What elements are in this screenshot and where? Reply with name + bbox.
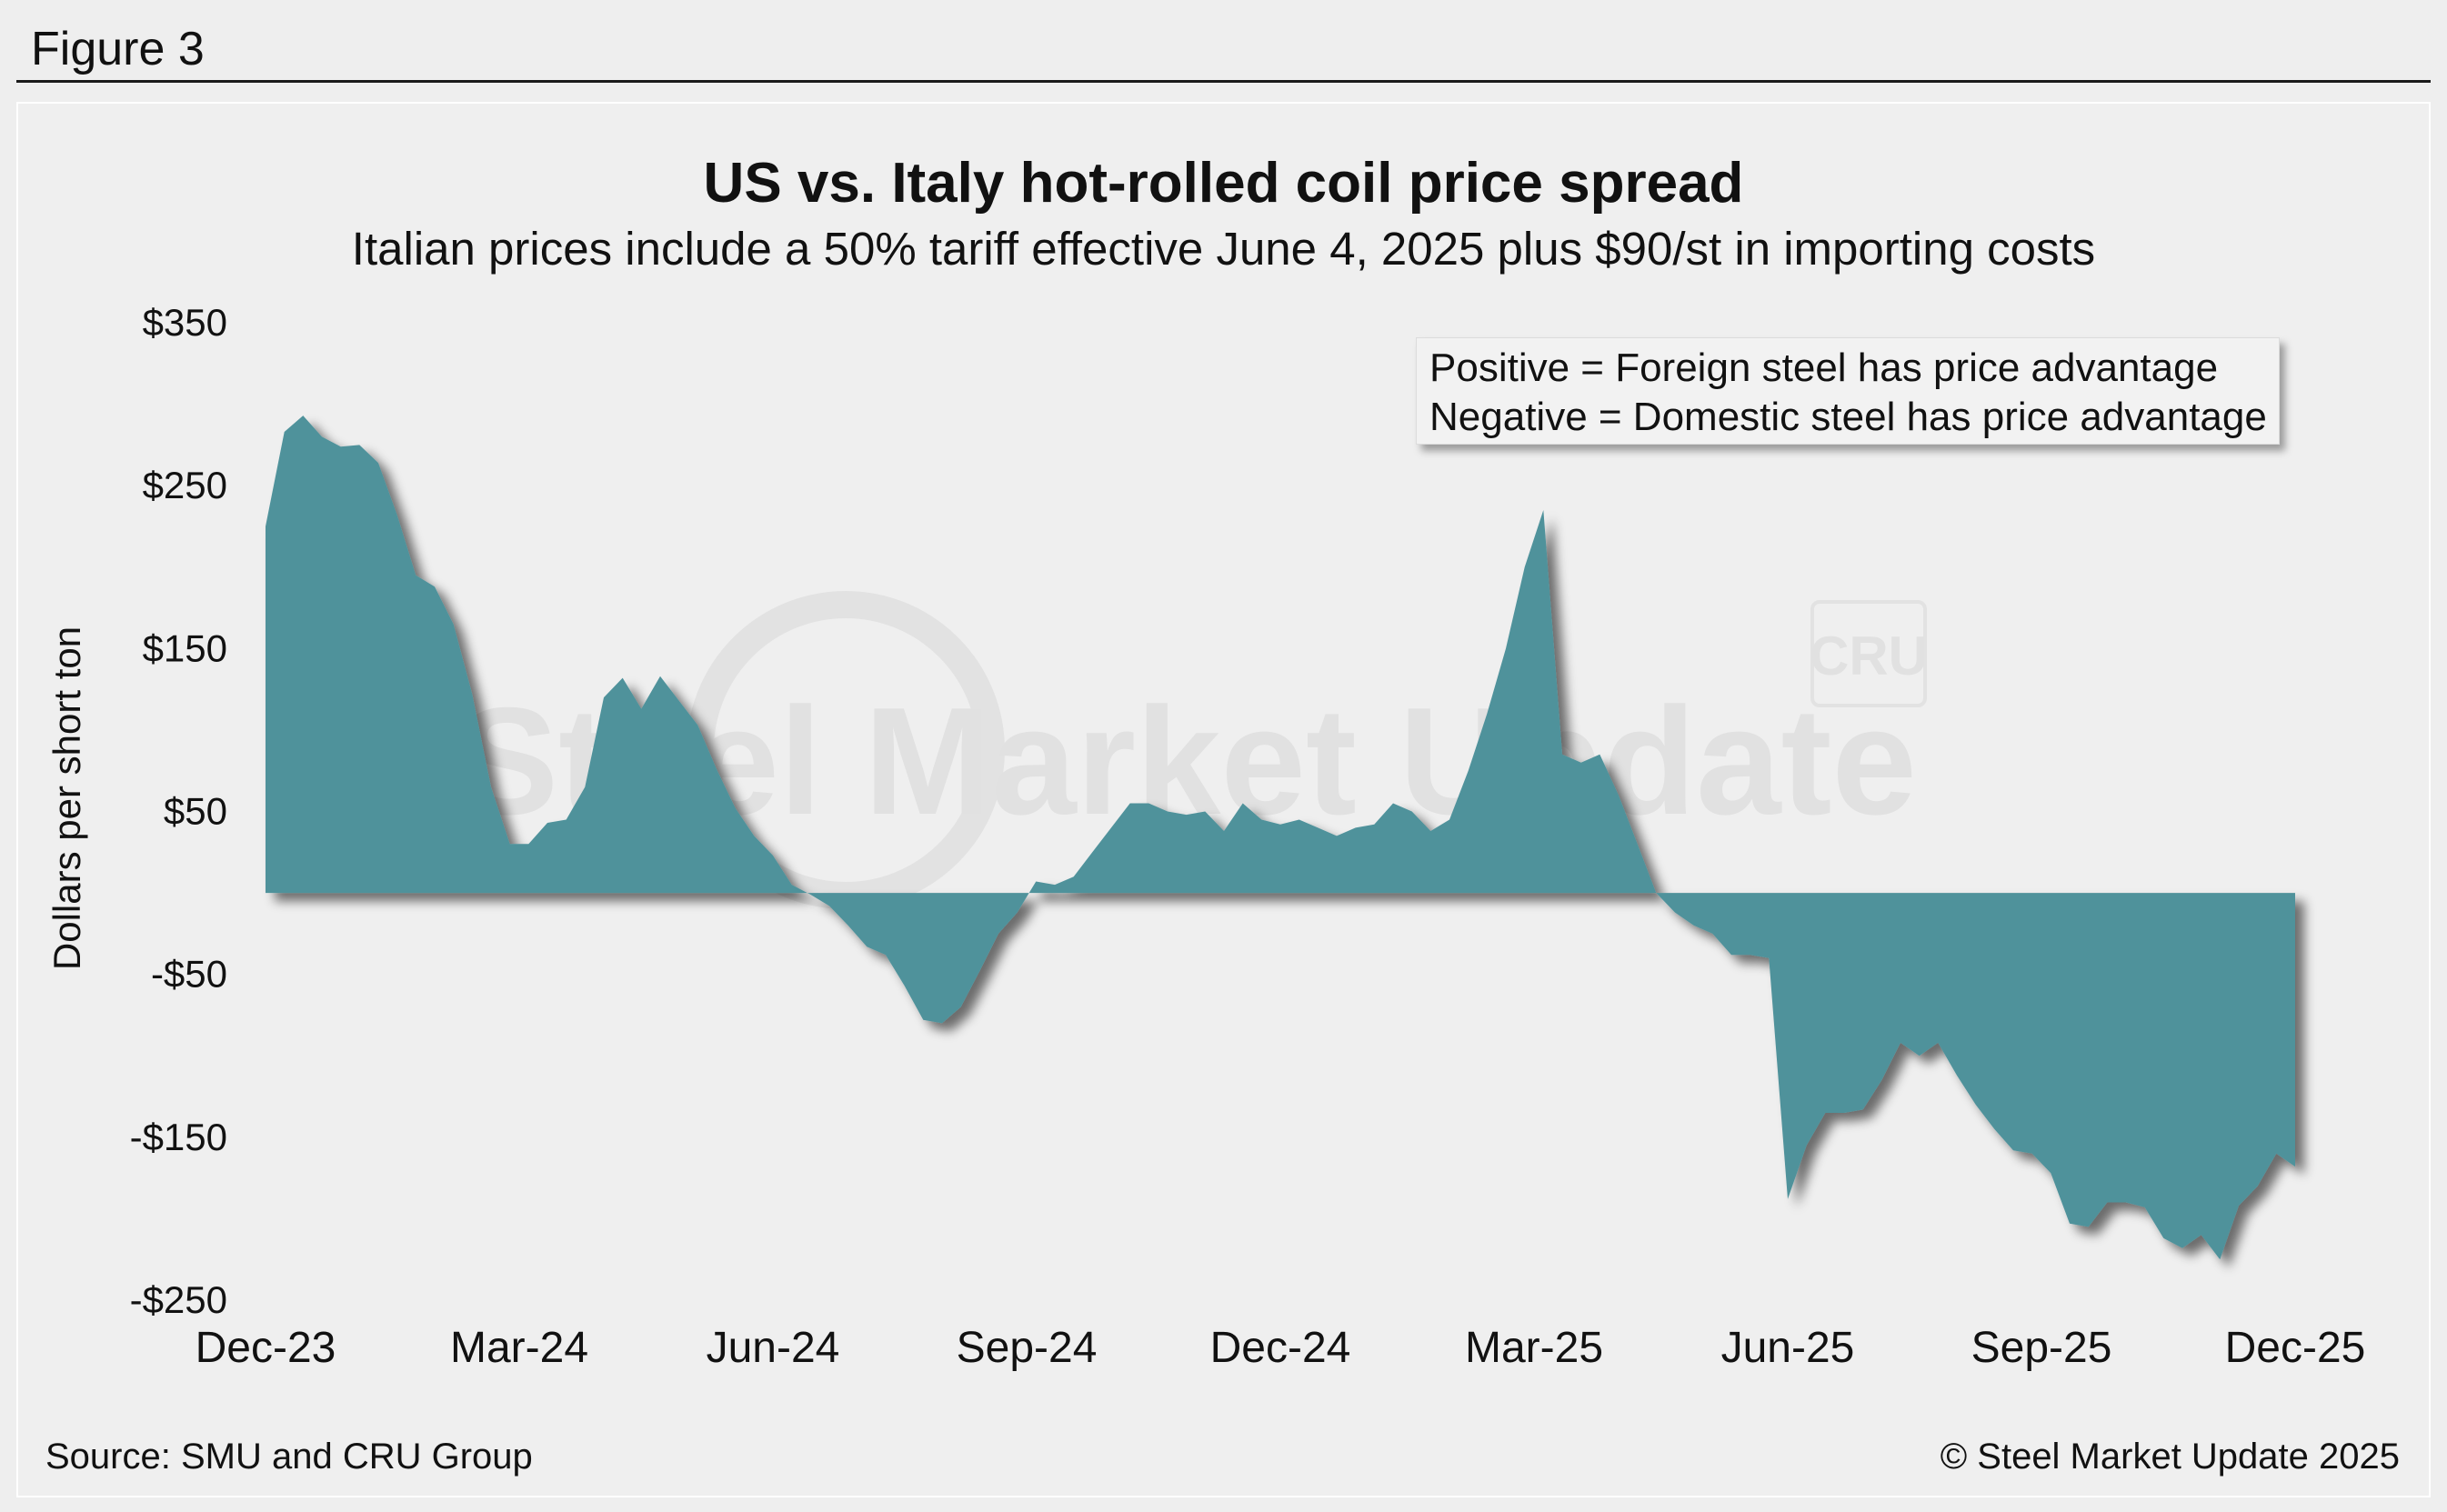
watermark-logo: CRU: [1810, 626, 1928, 686]
plot-group: [266, 416, 2295, 1260]
y-tick-label: $50: [164, 790, 227, 833]
copyright-note: © Steel Market Update 2025: [1940, 1437, 2400, 1477]
x-tick-label: Dec-24: [1210, 1324, 1351, 1372]
x-tick-label: Mar-24: [450, 1324, 588, 1372]
x-tick-label: Sep-25: [1971, 1324, 2112, 1372]
x-tick-label: Sep-24: [957, 1324, 1098, 1372]
y-tick-label: -$250: [130, 1278, 227, 1321]
legend-negative: Negative = Domestic steel has price adva…: [1429, 395, 2267, 439]
x-tick-label: Jun-24: [707, 1324, 840, 1372]
y-tick-label: $250: [143, 464, 227, 506]
x-tick-label: Dec-25: [2225, 1324, 2366, 1372]
chart-subtitle: Italian prices include a 50% tariff effe…: [351, 223, 2096, 275]
y-tick-label: $350: [143, 301, 227, 344]
y-tick-label: -$50: [151, 953, 227, 996]
figure-header: Figure 3: [16, 9, 2431, 83]
y-tick-label: -$150: [130, 1116, 227, 1158]
y-tick-label: $150: [143, 626, 227, 669]
x-tick-label: Jun-25: [1721, 1324, 1855, 1372]
chart-title: US vs. Italy hot-rolled coil price sprea…: [703, 152, 1744, 215]
spread-area: [266, 416, 2295, 1260]
x-tick-label: Dec-23: [196, 1324, 336, 1372]
source-note: Source: SMU and CRU Group: [45, 1437, 533, 1477]
x-tick-label: Mar-25: [1465, 1324, 1603, 1372]
figure-label: Figure 3: [31, 23, 205, 75]
x-axis-ticks: Dec-23 Mar-24 Jun-24 Sep-24 Dec-24 Mar-25 Jun-…: [196, 1324, 2366, 1372]
legend-positive: Positive = Foreign steel has price advan…: [1429, 345, 2219, 390]
y-axis-ticks: $350 $250 $150 $50 -$50 -$150 -$250: [130, 301, 227, 1321]
legend-note: Positive = Foreign steel has price advan…: [1416, 337, 2280, 445]
y-axis-label: Dollars per short ton: [45, 626, 88, 971]
